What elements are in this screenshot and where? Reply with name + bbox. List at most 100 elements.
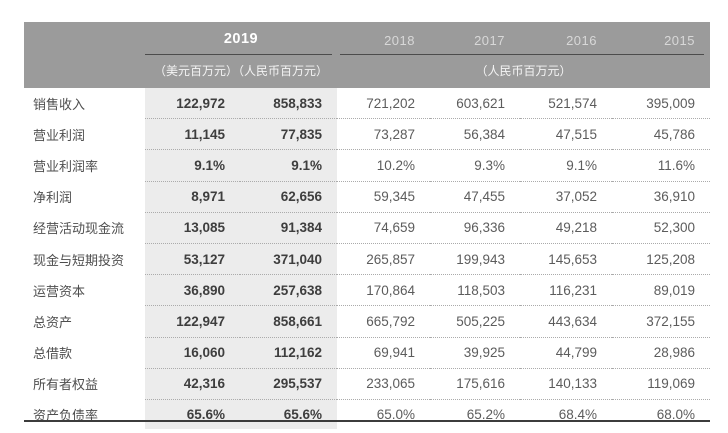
cell-2016: 9.1%: [520, 149, 612, 182]
header-underline-prior-years: [340, 54, 704, 55]
cell-rmb-2019: 858,661: [240, 305, 337, 338]
cell-usd-2019: 16,060: [145, 337, 240, 369]
financial-data-table: 销售收入 122,972 858,833 721,202 603,621 521,574 3…: [24, 88, 710, 430]
cell-2017: 118,503: [430, 274, 520, 307]
column-header-2015: 2015: [664, 33, 695, 48]
cell-2015: 68.0%: [656, 407, 695, 423]
cell-2017: 603,621: [430, 88, 520, 120]
cell-2018: 73,287: [337, 118, 430, 151]
table-row: 资产负债率 65.6% 65.6% 65.0% 65.2% 68.4% 68.0%: [24, 399, 710, 430]
cell-usd-2019: 122,947: [145, 305, 240, 338]
cell-2016: 37,052: [520, 181, 612, 213]
cell-2017: 39,925: [430, 337, 520, 369]
cell-rmb-2019: 62,656: [240, 181, 337, 213]
unit-label-prior-years: （人民币百万元）: [475, 64, 572, 78]
row-label: 资产负债率: [33, 408, 99, 424]
table-row: 所有者权益 42,316 295,537 233,065 175,616 140,133 1…: [24, 368, 710, 400]
row-label: 净利润: [33, 190, 73, 206]
cell-2015: 125,208: [612, 243, 710, 276]
column-header-2018: 2018: [384, 33, 415, 48]
cell-2016: 49,218: [520, 212, 612, 244]
table-row: 现金与短期投资 53,127 371,040 265,857 199,943 145,65…: [24, 243, 710, 276]
column-header-2016: 2016: [566, 33, 597, 48]
cell-2016: 443,634: [520, 305, 612, 338]
cell-usd-2019: 53,127: [145, 243, 240, 276]
cell-rmb-2019: 295,537: [240, 368, 337, 400]
unit-label-2019: （美元百万元）（人民币百万元）: [153, 64, 328, 78]
table-row: 营业利润率 9.1% 9.1% 10.2% 9.3% 9.1% 11.6%: [24, 149, 710, 182]
cell-2017: 47,455: [430, 181, 520, 213]
table-bottom-rule: [24, 420, 710, 422]
cell-2017: 96,336: [430, 212, 520, 244]
cell-2018: 170,864: [337, 274, 430, 307]
cell-rmb-2019: 257,638: [240, 274, 337, 307]
cell-2017: 199,943: [430, 243, 520, 276]
cell-2017: 175,616: [430, 368, 520, 400]
cell-2015: 11.6%: [612, 149, 710, 182]
cell-2017: 505,225: [430, 305, 520, 338]
cell-2016: 116,231: [520, 274, 612, 307]
row-label: 营业利润: [33, 127, 86, 143]
table-row: 销售收入 122,972 858,833 721,202 603,621 521,574 3…: [24, 88, 710, 120]
cell-2016: 68.4%: [558, 407, 597, 423]
cell-2018: 69,941: [337, 337, 430, 369]
cell-usd-2019: 9.1%: [145, 149, 240, 182]
cell-2015: 36,910: [612, 181, 710, 213]
cell-2015: 372,155: [612, 305, 710, 338]
cell-2018: 65.0%: [376, 407, 415, 423]
cell-rmb-2019: 9.1%: [240, 149, 337, 182]
cell-usd-2019: 8,971: [145, 181, 240, 213]
cell-rmb-2019: 65.6%: [283, 407, 322, 423]
cell-2017: 56,384: [430, 118, 520, 151]
cell-usd-2019: 122,972: [145, 88, 240, 120]
cell-2015: 119,069: [612, 368, 710, 400]
cell-2017: 65.2%: [466, 407, 505, 423]
cell-2016: 47,515: [520, 118, 612, 151]
cell-2016: 145,653: [520, 243, 612, 276]
cell-2015: 45,786: [612, 118, 710, 151]
header-underline-2019: [145, 54, 332, 55]
cell-2015: 89,019: [612, 274, 710, 307]
cell-2018: 59,345: [337, 181, 430, 213]
column-header-2019: 2019: [223, 31, 259, 47]
table-body: 销售收入 122,972 858,833 721,202 603,621 521,574 3…: [24, 88, 710, 430]
cell-2015: 52,300: [612, 212, 710, 244]
row-label: 总借款: [33, 346, 73, 362]
row-label: 总资产: [33, 314, 73, 330]
table-header-band: 2019 2018 2017 2016 2015 （美元百万元）（人民币百万元）…: [24, 22, 710, 88]
cell-rmb-2019: 371,040: [240, 243, 337, 276]
table-row: 营业利润 11,145 77,835 73,287 56,384 47,515 45,786: [24, 118, 710, 151]
row-label: 所有者权益: [33, 377, 99, 393]
cell-2018: 721,202: [337, 88, 430, 120]
cell-rmb-2019: 112,162: [240, 337, 337, 369]
cell-2015: 28,986: [612, 337, 710, 369]
table-row: 总借款 16,060 112,162 69,941 39,925 44,799 28,986: [24, 337, 710, 369]
row-label: 现金与短期投资: [33, 252, 125, 268]
cell-usd-2019: 42,316: [145, 368, 240, 400]
cell-2018: 665,792: [337, 305, 430, 338]
row-label: 运营资本: [33, 283, 86, 299]
cell-rmb-2019: 91,384: [240, 212, 337, 244]
table-row: 总资产 122,947 858,661 665,792 505,225 443,634 37…: [24, 305, 710, 338]
cell-usd-2019: 13,085: [145, 212, 240, 244]
cell-2018: 74,659: [337, 212, 430, 244]
cell-2018: 10.2%: [337, 149, 430, 182]
table-row: 运营资本 36,890 257,638 170,864 118,503 116,231 89…: [24, 274, 710, 307]
row-label: 销售收入: [33, 96, 86, 112]
cell-2016: 521,574: [520, 88, 612, 120]
cell-2018: 233,065: [337, 368, 430, 400]
cell-usd-2019: 65.6%: [186, 407, 225, 423]
cell-2015: 395,009: [612, 88, 710, 120]
cell-usd-2019: 36,890: [145, 274, 240, 307]
cell-rmb-2019: 858,833: [240, 88, 337, 120]
cell-2016: 44,799: [520, 337, 612, 369]
row-label: 营业利润率: [33, 158, 99, 174]
cell-2018: 265,857: [337, 243, 430, 276]
row-label: 经营活动现金流: [33, 221, 125, 237]
cell-2016: 140,133: [520, 368, 612, 400]
cell-usd-2019: 11,145: [145, 118, 240, 151]
column-header-2017: 2017: [474, 33, 505, 48]
cell-rmb-2019: 77,835: [240, 118, 337, 151]
cell-2017: 9.3%: [430, 149, 520, 182]
